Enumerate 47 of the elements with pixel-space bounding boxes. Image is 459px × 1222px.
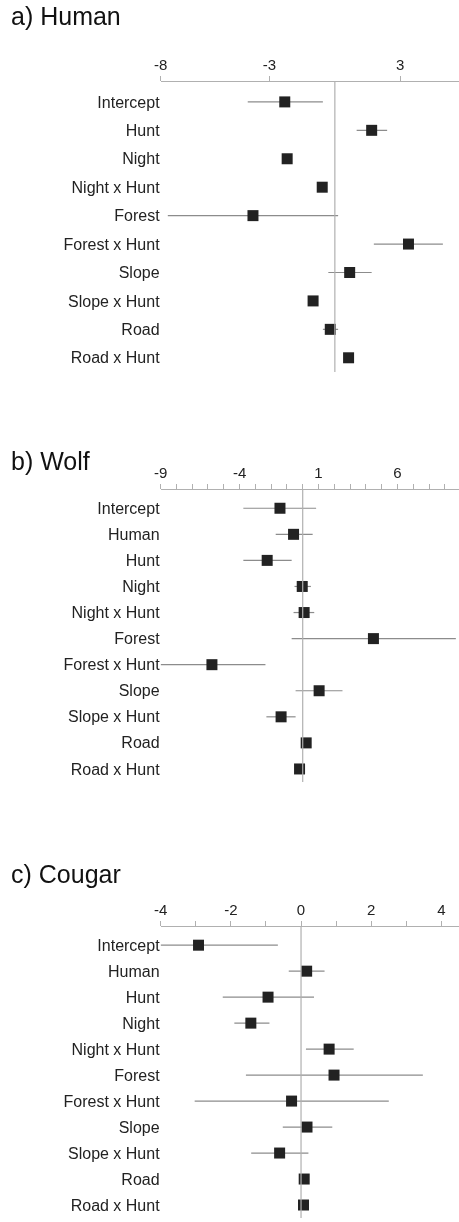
x-tick-label: -9 <box>153 464 168 481</box>
y-tick-label: Night x Hunt <box>71 178 161 196</box>
y-tick-label: Slope x Hunt <box>68 292 161 310</box>
x-tick-label: -2 <box>224 901 238 918</box>
y-tick-label: Forest x Hunt <box>63 235 161 253</box>
chart-title: b) Wolf <box>11 447 90 475</box>
y-tick-label: Slope <box>118 264 160 282</box>
y-tick-label: Slope x Hunt <box>68 1144 161 1162</box>
y-tick-label: Intercept <box>97 499 161 517</box>
y-tick-label: Night <box>122 1014 161 1032</box>
y-tick-label: Intercept <box>97 936 161 954</box>
x-tick-label: 0 <box>296 901 306 918</box>
y-tick-label: Forest x Hunt <box>63 1092 161 1110</box>
y-tick-label: Road x Hunt <box>70 1196 161 1214</box>
y-tick-label: Forest <box>114 207 161 225</box>
x-tick-label: 3 <box>396 56 405 73</box>
x-tick-label: 1 <box>314 464 323 481</box>
y-tick-label: Night x Hunt <box>71 604 161 622</box>
y-tick-label: Night <box>122 150 161 168</box>
y-tick-label: Night <box>122 578 161 596</box>
y-tick-label: Forest x Hunt <box>63 656 161 674</box>
x-tick-label: -4 <box>232 464 247 481</box>
y-tick-label: Road x Hunt <box>70 760 161 778</box>
y-tick-label: Forest <box>114 1066 161 1084</box>
y-tick-label: Slope <box>118 1118 160 1136</box>
x-tick-label: -4 <box>153 901 168 918</box>
y-tick-label: Human <box>108 525 160 543</box>
y-tick-label: Hunt <box>125 988 161 1006</box>
y-tick-label: Road <box>121 1170 160 1188</box>
y-tick-label: Human <box>108 962 160 980</box>
y-tick-label: Hunt <box>125 551 161 569</box>
x-tick-label: 6 <box>393 464 402 481</box>
y-tick-label: Road <box>121 734 160 752</box>
y-tick-label: Slope x Hunt <box>68 708 161 726</box>
y-tick-label: Forest <box>114 630 161 648</box>
x-tick-label: 4 <box>437 901 446 918</box>
y-tick-label: Intercept <box>97 93 161 111</box>
y-tick-label: Road <box>121 320 160 338</box>
x-tick-label: 2 <box>367 901 376 918</box>
x-tick-label: -8 <box>153 56 168 73</box>
x-tick-label: -3 <box>262 56 277 73</box>
chart-title: a) Human <box>11 2 121 30</box>
chart-title: c) Cougar <box>11 860 121 888</box>
y-tick-label: Slope <box>118 682 160 700</box>
y-tick-label: Road x Hunt <box>70 349 161 367</box>
y-tick-label: Night x Hunt <box>71 1040 161 1058</box>
y-tick-label: Hunt <box>125 121 161 139</box>
